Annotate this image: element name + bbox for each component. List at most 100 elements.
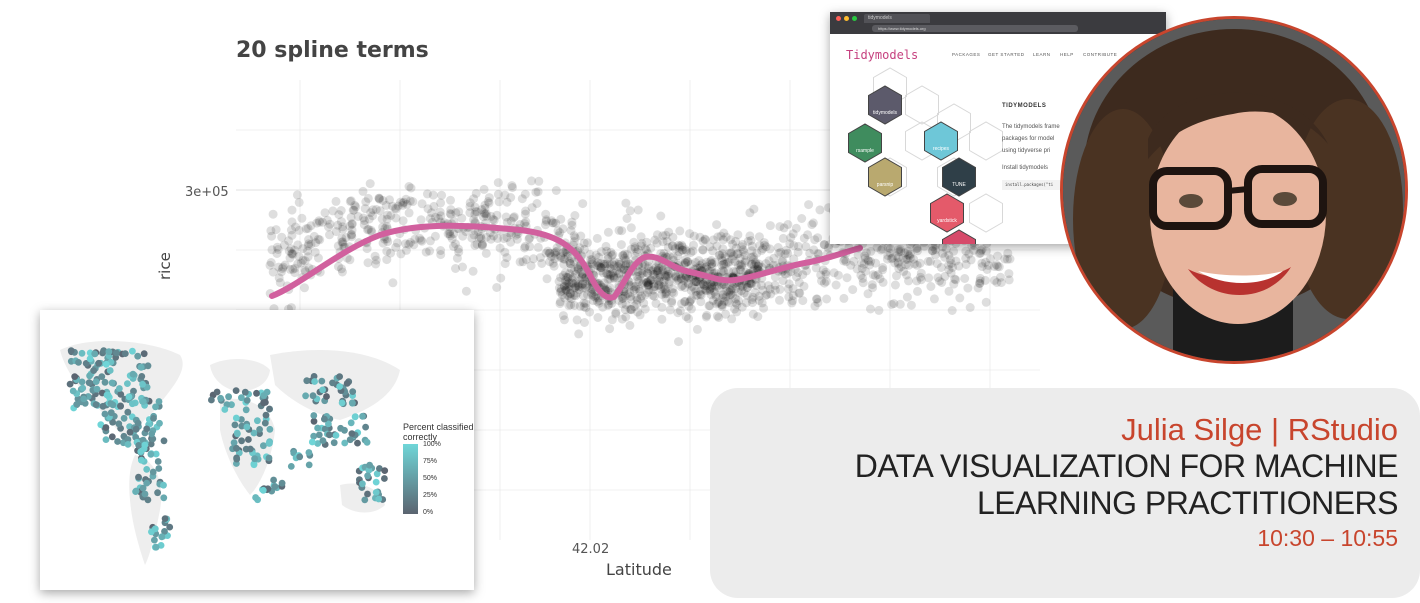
scatter-point <box>719 259 728 269</box>
nav-get-started[interactable]: GET STARTED <box>988 52 1025 57</box>
scatter-point <box>606 271 616 281</box>
hex-sticker-icon[interactable] <box>942 229 976 244</box>
scatter-point <box>649 269 658 279</box>
scatter-point <box>751 259 761 269</box>
close-dot-icon[interactable] <box>836 16 841 21</box>
scatter-point <box>567 220 577 230</box>
scatter-point <box>632 272 642 281</box>
hex-sticker-label: parsnip <box>877 182 894 188</box>
scatter-point <box>659 281 669 291</box>
hex-bin <box>129 347 136 355</box>
scatter-point <box>940 271 950 281</box>
hex-sticker-label: tidymodels <box>873 110 897 116</box>
scatter-point <box>719 290 728 300</box>
scatter-point <box>730 257 740 266</box>
scatter-point <box>612 266 622 275</box>
scatter-point <box>391 204 401 214</box>
scatter-point <box>747 246 757 256</box>
scatter-point <box>589 291 598 301</box>
hex-bin <box>99 402 107 410</box>
scatter-point <box>653 265 663 275</box>
hex-bin <box>141 490 149 498</box>
scatter-point <box>692 324 702 334</box>
scatter-point <box>643 279 653 289</box>
scatter-point <box>347 219 357 229</box>
scatter-point <box>931 250 940 260</box>
x-axis-label: Latitude <box>606 560 672 579</box>
scatter-point <box>578 291 588 301</box>
browser-tab[interactable]: tidymodels <box>864 14 930 23</box>
scatter-point <box>578 283 588 293</box>
hex-sticker-icon[interactable] <box>924 121 958 161</box>
scatter-point <box>472 207 482 217</box>
scatter-point <box>996 278 1006 288</box>
scatter-point <box>912 243 922 253</box>
maximize-dot-icon[interactable] <box>852 16 857 21</box>
scatter-point <box>724 298 734 308</box>
scatter-point <box>287 249 297 259</box>
scatter-point <box>864 256 874 266</box>
nav-packages[interactable]: PACKAGES <box>952 52 981 57</box>
scatter-point <box>558 248 568 258</box>
scatter-point <box>585 307 595 317</box>
scatter-point <box>746 252 756 262</box>
scatter-point <box>833 270 843 280</box>
scatter-point <box>648 285 658 295</box>
scatter-point <box>346 196 356 206</box>
scatter-point <box>933 273 943 282</box>
scatter-point <box>568 279 578 288</box>
scatter-point <box>290 263 300 273</box>
scatter-point <box>885 244 895 254</box>
hex-bin <box>376 465 383 472</box>
scatter-point <box>596 258 606 268</box>
scatter-point <box>280 260 290 270</box>
scatter-point <box>754 291 764 301</box>
scatter-point <box>737 280 747 290</box>
scatter-point <box>564 282 574 292</box>
site-logo[interactable]: Tidymodels <box>846 48 919 62</box>
hex-sticker-icon[interactable] <box>930 193 964 233</box>
scatter-point <box>783 220 793 229</box>
scatter-point <box>892 271 901 281</box>
scatter-point <box>605 274 615 284</box>
minimize-dot-icon[interactable] <box>844 16 849 21</box>
scatter-point <box>588 296 598 306</box>
scatter-point <box>684 301 694 311</box>
hex-bin <box>149 468 157 476</box>
scatter-point <box>573 263 583 273</box>
scatter-point <box>732 307 742 317</box>
scatter-point <box>605 324 615 334</box>
url-bar[interactable]: https://www.tidymodels.org <box>872 25 1078 32</box>
scatter-point <box>912 244 921 253</box>
nav-learn[interactable]: LEARN <box>1033 52 1051 57</box>
scatter-point <box>511 230 521 240</box>
scatter-point <box>555 287 565 297</box>
scatter-point <box>660 270 670 280</box>
hex-sticker-icon[interactable] <box>868 157 902 197</box>
scatter-point <box>416 235 426 245</box>
nav-contribute[interactable]: CONTRIBUTE <box>1083 52 1118 57</box>
scatter-point <box>500 247 510 257</box>
scatter-point <box>632 299 642 309</box>
hex-bin <box>364 472 371 480</box>
scatter-point <box>649 291 659 301</box>
scatter-point <box>878 244 887 254</box>
hex-sticker-icon[interactable] <box>868 85 902 125</box>
scatter-point <box>821 276 831 286</box>
scatter-point <box>992 260 1001 270</box>
scatter-point <box>476 234 486 243</box>
nav-help[interactable]: HELP <box>1060 52 1074 57</box>
scatter-point <box>743 236 753 246</box>
scatter-point <box>401 239 411 249</box>
hex-bin <box>221 406 229 413</box>
hex-bin <box>121 350 129 357</box>
scatter-point <box>603 251 613 261</box>
scatter-point <box>778 233 788 243</box>
scatter-point <box>822 294 832 304</box>
hex-bin <box>134 352 142 360</box>
scatter-point <box>686 286 696 296</box>
scatter-point <box>478 212 488 222</box>
scatter-point <box>470 202 480 212</box>
hex-sticker-icon[interactable] <box>942 157 976 197</box>
hex-sticker-icon[interactable] <box>848 123 882 163</box>
